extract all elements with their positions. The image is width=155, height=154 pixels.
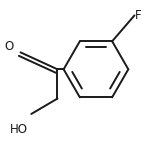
Text: HO: HO [10,123,28,136]
Text: F: F [135,9,141,22]
Text: O: O [4,40,14,53]
